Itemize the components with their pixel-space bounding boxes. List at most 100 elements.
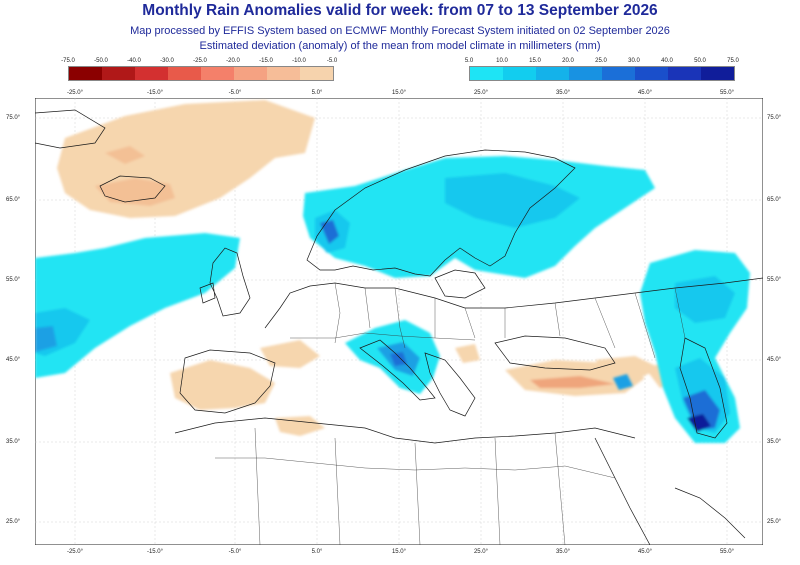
negative-legend-swatch	[234, 67, 267, 80]
positive-legend-swatch	[701, 67, 734, 80]
positive-legend-label: 50.0	[694, 58, 706, 64]
positive-colorbar	[469, 66, 735, 81]
negative-legend-swatch	[102, 67, 135, 80]
longitude-label: 45.0°	[637, 90, 653, 96]
latitude-label: 45.0°	[6, 357, 21, 363]
negative-legend-label: -5.0	[326, 58, 338, 64]
latitude-label: 55.0°	[6, 277, 21, 283]
map-subtitle-description: Estimated deviation (anomaly) of the mea…	[199, 40, 601, 52]
longitude-label: 15.0°	[391, 90, 407, 96]
wet-patch-caspian-core	[683, 390, 720, 430]
dry-patch-maghreb	[275, 416, 325, 436]
dry-patch-greenland-core	[105, 146, 145, 164]
longitude-label: -5.0°	[228, 90, 242, 96]
latitude-label: 75.0°	[6, 115, 21, 121]
anomaly-map	[35, 98, 763, 545]
latitude-label: 35.0°	[767, 439, 782, 445]
negative-legend-label: -15.0	[259, 58, 273, 64]
longitude-label: 5.0°	[311, 90, 323, 96]
coast-baltic	[434, 269, 486, 299]
latitude-label: 25.0°	[767, 519, 782, 525]
wet-patch-russia-core	[675, 276, 735, 323]
positive-legend-label: 25.0	[595, 58, 607, 64]
negative-legend-label: -20.0	[226, 58, 240, 64]
positive-legend-swatch	[668, 67, 701, 80]
coast-iceland	[99, 175, 166, 203]
coast-black-sea	[494, 335, 616, 371]
latitude-label: 45.0°	[767, 357, 782, 363]
latitude-label: 75.0°	[767, 115, 782, 121]
wet-patch-atlantic	[35, 233, 240, 378]
longitude-label: 25.0°	[473, 90, 489, 96]
dry-anomalies	[57, 100, 685, 436]
negative-legend-label: -10.0	[292, 58, 306, 64]
latitude-label: 25.0°	[6, 519, 21, 525]
positive-legend-swatch	[569, 67, 602, 80]
latitude-label: 55.0°	[767, 277, 782, 283]
positive-legend-label: 10.0	[496, 58, 508, 64]
negative-legend-swatch	[69, 67, 102, 80]
positive-legend-swatch	[635, 67, 668, 80]
dry-patch-balkans	[455, 344, 480, 363]
coast-italy	[359, 339, 436, 401]
positive-legend-swatch	[536, 67, 569, 80]
coast-greenland	[35, 109, 106, 149]
positive-legend-label: 75.0	[727, 58, 739, 64]
negative-legend-label: -30.0	[160, 58, 174, 64]
longitude-label: 35.0°	[555, 90, 571, 96]
coast-scandinavia	[306, 149, 576, 277]
negative-legend-swatch	[267, 67, 300, 80]
longitude-label: 55.0°	[719, 90, 735, 96]
coast-red-sea	[594, 437, 651, 545]
dry-patch-france-south	[260, 340, 320, 368]
coast-iberia	[179, 349, 276, 414]
wet-patch-finland-core	[445, 173, 580, 228]
negative-legend-swatch	[135, 67, 168, 80]
country-borders	[215, 282, 686, 545]
coast-british-isles	[199, 247, 251, 317]
latitude-label: 65.0°	[6, 197, 21, 203]
wet-patch-black-sea-east	[613, 374, 633, 390]
longitude-label: -15.0°	[146, 90, 164, 96]
negative-legend-swatch	[300, 67, 333, 80]
longitude-label: 15.0°	[391, 549, 407, 555]
coast-north-africa	[174, 417, 636, 444]
dry-patch-caucasus	[595, 356, 660, 378]
coast-caspian	[679, 337, 728, 439]
longitude-label: 25.0°	[473, 549, 489, 555]
wet-patch-norway-deep	[320, 220, 339, 244]
wet-patch-atlantic-deep	[35, 326, 57, 352]
longitude-label: 5.0°	[311, 549, 323, 555]
positive-legend-label: 20.0	[562, 58, 574, 64]
positive-legend-swatch	[470, 67, 503, 80]
longitude-label: -25.0°	[66, 90, 84, 96]
dry-patch-iberia	[170, 360, 275, 410]
longitude-label: -15.0°	[146, 549, 164, 555]
wet-patch-italy-deep	[390, 352, 407, 366]
positive-legend-label: 40.0	[661, 58, 673, 64]
negative-legend-label: -25.0	[193, 58, 207, 64]
latitude-label: 35.0°	[6, 439, 21, 445]
map-subtitle-processing: Map processed by EFFIS System based on E…	[130, 25, 670, 37]
wet-patch-caspian-deep	[687, 414, 711, 432]
longitude-label: -5.0°	[228, 549, 242, 555]
positive-legend-label: 15.0	[529, 58, 541, 64]
coast-continental-europe	[264, 277, 763, 329]
longitude-label: -25.0°	[66, 549, 84, 555]
negative-legend-label: -75.0	[61, 58, 75, 64]
dry-patch-turkey-core	[530, 376, 615, 388]
longitude-label: 35.0°	[555, 549, 571, 555]
negative-legend-label: -40.0	[127, 58, 141, 64]
coastlines	[35, 109, 763, 545]
coast-persian-gulf	[674, 487, 746, 539]
positive-legend-swatch	[503, 67, 536, 80]
positive-legend-swatch	[602, 67, 635, 80]
coast-balkans-greece	[424, 352, 476, 417]
longitude-label: 55.0°	[719, 549, 735, 555]
negative-legend-swatch	[201, 67, 234, 80]
positive-legend-label: 30.0	[628, 58, 640, 64]
positive-legend-label: 5.0	[464, 58, 474, 64]
map-title: Monthly Rain Anomalies valid for week: f…	[142, 2, 658, 19]
latitude-label: 65.0°	[767, 197, 782, 203]
negative-legend-swatch	[168, 67, 201, 80]
